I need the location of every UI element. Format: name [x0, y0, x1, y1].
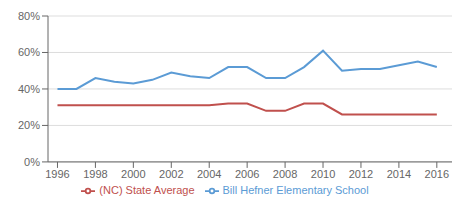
svg-text:2012: 2012 [349, 168, 373, 180]
svg-text:1998: 1998 [83, 168, 107, 180]
svg-text:80%: 80% [18, 10, 40, 22]
svg-text:1996: 1996 [45, 168, 69, 180]
svg-text:2000: 2000 [121, 168, 145, 180]
svg-text:2006: 2006 [235, 168, 259, 180]
svg-text:2014: 2014 [387, 168, 411, 180]
svg-text:40%: 40% [18, 83, 40, 95]
svg-text:0%: 0% [24, 156, 40, 168]
svg-text:2016: 2016 [425, 168, 449, 180]
svg-text:2002: 2002 [159, 168, 183, 180]
svg-text:2004: 2004 [197, 168, 221, 180]
html-text:(NC) State Average: (NC) State Average [99, 183, 195, 196]
svg-text:60%: 60% [18, 46, 40, 58]
svg-text:2010: 2010 [311, 168, 335, 180]
svg-text:20%: 20% [18, 119, 40, 131]
html-text:Bill Hefner Elementary School: Bill Hefner Elementary School [222, 183, 369, 196]
svg-text:2008: 2008 [273, 168, 297, 180]
